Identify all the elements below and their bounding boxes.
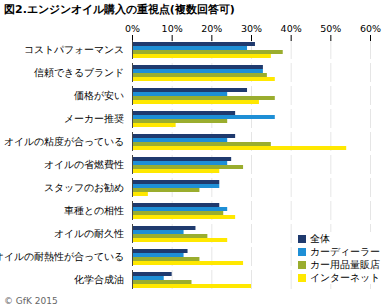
svg-text:信頼できるブランド: 信頼できるブランド	[34, 67, 124, 78]
svg-text:20%: 20%	[201, 23, 222, 34]
svg-text:オイルの粘度が合っている: オイルの粘度が合っている	[4, 136, 124, 147]
svg-text:オイルの省燃費性: オイルの省燃費性	[44, 159, 124, 170]
svg-text:60%: 60%	[360, 23, 381, 34]
svg-text:50%: 50%	[320, 23, 341, 34]
svg-text:化学合成油: 化学合成油	[74, 274, 124, 285]
svg-text:オイルの耐久性: オイルの耐久性	[54, 228, 124, 239]
svg-text:30%: 30%	[241, 23, 262, 34]
svg-text:0%: 0%	[125, 23, 140, 34]
html-text:カー用品量販店: カー用品量販店	[310, 259, 380, 270]
html-text:© GfK 2015: © GfK 2015	[4, 296, 58, 306]
svg-text:40%: 40%	[281, 23, 302, 34]
svg-text:コストパフォーマンス: コストパフォーマンス	[24, 44, 124, 55]
html-text:カーディーラー: カーディーラー	[310, 246, 380, 257]
html-text:図2.エンジンオイル購入の重視点(複数回答可): 図2.エンジンオイル購入の重視点(複数回答可)	[4, 3, 235, 16]
svg-text:オイルの耐熱性が合っている: オイルの耐熱性が合っている	[0, 251, 124, 262]
svg-text:価格が安い: 価格が安い	[74, 90, 124, 101]
svg-text:メーカー推奨: メーカー推奨	[64, 113, 124, 124]
svg-text:10%: 10%	[162, 23, 183, 34]
html-text:全体: 全体	[310, 233, 330, 244]
html-text:インターネット: インターネット	[310, 272, 380, 283]
svg-text:車種との相性: 車種との相性	[64, 205, 124, 216]
svg-text:スタッフのお勧め: スタッフのお勧め	[44, 182, 124, 193]
